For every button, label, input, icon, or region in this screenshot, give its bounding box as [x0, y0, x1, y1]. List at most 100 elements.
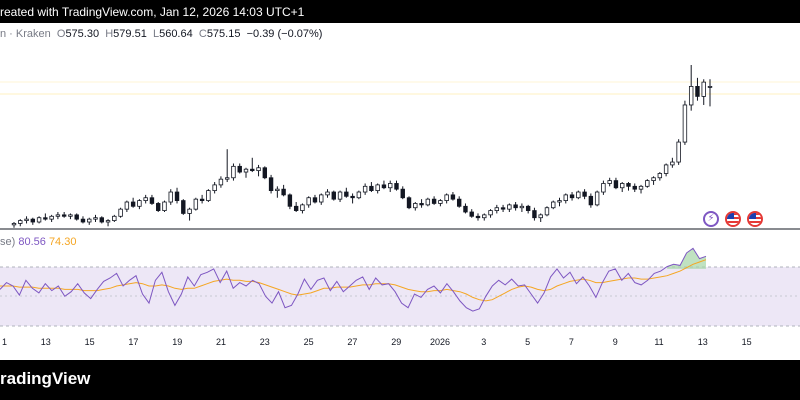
candle-body	[281, 188, 286, 196]
x-tick-label: 15	[85, 337, 95, 347]
candle-body	[306, 197, 311, 206]
x-tick-label: 3	[481, 337, 486, 347]
candle-body	[532, 210, 537, 219]
high-value: 579.51	[113, 28, 147, 40]
candle-body	[162, 201, 167, 211]
candle-body	[538, 214, 543, 219]
candle-body	[312, 197, 318, 203]
candle-body	[80, 218, 86, 223]
candle-body	[99, 217, 104, 223]
us-flag-icon[interactable]	[747, 211, 763, 227]
candle-body	[300, 204, 305, 211]
x-tick-label: 27	[347, 337, 357, 347]
candle-body	[199, 198, 205, 201]
candle-body	[525, 205, 531, 211]
high-label: H	[105, 28, 114, 40]
candle-body	[275, 188, 280, 192]
candle-body	[450, 194, 456, 200]
candle-body	[400, 188, 405, 199]
candle-body	[319, 194, 324, 203]
candle-body	[181, 200, 186, 214]
candle-body	[43, 217, 48, 220]
candle-body	[438, 200, 443, 204]
candle-body	[557, 200, 562, 203]
candle-body	[645, 180, 650, 187]
x-tick-label: 1	[2, 337, 7, 347]
candle-body	[187, 208, 192, 214]
rsi-ma-value: 74.30	[48, 236, 77, 248]
close-label: C	[198, 28, 207, 40]
candle-body	[212, 184, 217, 192]
brand-logo-text: radingView	[0, 369, 91, 388]
candle-body	[613, 180, 619, 189]
us-flag-icon[interactable]	[725, 211, 741, 227]
candle-body	[118, 208, 123, 217]
candle-body	[18, 220, 23, 224]
candle-body	[325, 191, 330, 196]
candle-body	[701, 81, 706, 97]
candle-body	[61, 214, 67, 217]
candle-body	[425, 198, 431, 206]
candle-body	[256, 167, 261, 172]
rsi-pane	[0, 247, 800, 327]
candle-body	[494, 207, 500, 211]
candle-body	[224, 177, 230, 180]
candle-body	[268, 177, 274, 192]
top-caption-bar: reated with TradingView.com, Jan 12, 202…	[0, 0, 800, 23]
candle-body	[607, 180, 612, 184]
low-value: 560.64	[159, 28, 193, 40]
candle-body	[11, 223, 17, 226]
flash-icon: ⚡	[707, 213, 715, 224]
candle-body	[168, 191, 173, 203]
candle-body	[149, 197, 155, 204]
flash-event-icon[interactable]: ⚡	[703, 211, 719, 227]
candle-body	[193, 198, 199, 210]
candle-body	[112, 215, 117, 221]
x-tick-label: 19	[172, 337, 182, 347]
candle-body	[55, 214, 61, 217]
candle-body	[36, 217, 42, 223]
candle-body	[130, 201, 136, 207]
candle-body	[488, 210, 493, 216]
change-value: −0.39 (−0.07%)	[246, 28, 323, 40]
candle-body	[137, 200, 142, 207]
candle-body	[243, 168, 249, 173]
candle-body	[24, 218, 29, 221]
rsi-value: 80.56	[18, 236, 46, 248]
candle-body	[68, 214, 73, 217]
price-chart[interactable]: 1 13 15 17 19 21 23 25 27 29 2026 3 5 7 9 11 13 15	[0, 0, 800, 360]
ohlc-legend: n · Kraken O575.30 H579.51 L560.64 C575.…	[0, 28, 322, 40]
x-tick-label: 17	[128, 337, 138, 347]
close-value: 575.15	[206, 28, 241, 40]
x-tick-label: 23	[260, 337, 270, 347]
open-label: O	[56, 28, 66, 40]
candle-body	[500, 207, 506, 210]
candle-body	[507, 204, 512, 210]
price-grid	[0, 81, 800, 230]
candle-body	[638, 185, 644, 190]
x-tick-label: 11	[654, 337, 663, 347]
candle-body	[381, 184, 387, 189]
candle-body	[337, 191, 343, 200]
candle-body	[594, 191, 600, 206]
candles-group	[11, 65, 713, 228]
candle-body	[413, 203, 418, 209]
candle-body	[87, 218, 92, 223]
open-value: 575.30	[65, 28, 100, 40]
candle-body	[663, 164, 669, 174]
candle-body	[682, 104, 688, 143]
candle-body	[626, 183, 631, 187]
x-tick-label: 5	[525, 337, 530, 347]
candle-body	[369, 185, 374, 191]
rsi-ma-line	[0, 259, 707, 302]
candle-body	[670, 161, 675, 166]
candle-body	[93, 217, 98, 220]
candle-body	[676, 141, 681, 163]
time-axis[interactable]: 1 13 15 17 19 21 23 25 27 29 2026 3 5 7 9 11 13 15	[2, 337, 752, 347]
candle-body	[569, 194, 575, 199]
candle-body	[174, 191, 180, 201]
candle-body	[632, 185, 637, 190]
candle-body	[231, 165, 236, 179]
rsi-legend: se) 80.56 74.30	[0, 236, 76, 248]
candle-body	[707, 86, 713, 88]
